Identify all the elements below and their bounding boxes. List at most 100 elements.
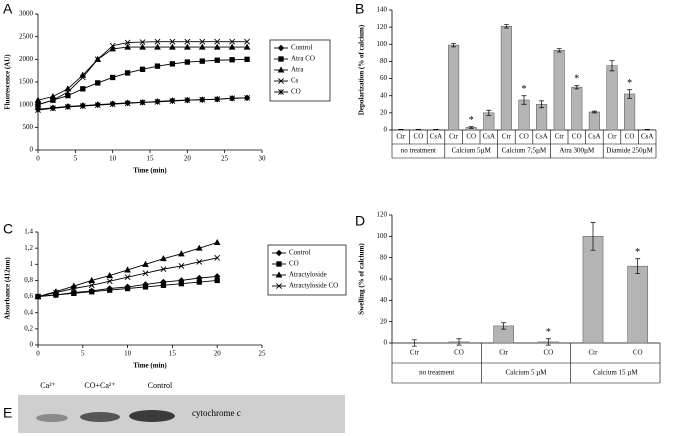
- lane-label: CO+Ca²⁺: [84, 381, 115, 390]
- legend-label: Atra CO: [291, 55, 315, 63]
- error-bar: [545, 338, 551, 346]
- point: [70, 285, 77, 292]
- blot-band: [129, 410, 175, 422]
- y-tick-label: 1: [30, 260, 34, 268]
- y-tick-label: 20: [380, 108, 388, 116]
- point: [142, 270, 149, 277]
- point: [169, 61, 176, 67]
- y-tick-label: 0: [384, 126, 388, 134]
- point: [109, 101, 116, 108]
- bar: [606, 65, 618, 131]
- error-bar: [574, 85, 580, 90]
- point: [71, 290, 77, 297]
- bar: [582, 236, 604, 344]
- point: [124, 39, 131, 46]
- error-bar: [539, 100, 545, 109]
- point: [154, 99, 161, 105]
- point: [49, 92, 57, 100]
- x-tick-label: 20: [214, 350, 222, 358]
- point: [154, 43, 161, 50]
- point: [64, 89, 71, 95]
- lane-label: Control: [148, 381, 173, 390]
- bar: [553, 49, 565, 131]
- point: [139, 66, 146, 72]
- panel-label: D: [355, 213, 365, 229]
- y-tick-label: 1,2: [24, 244, 33, 252]
- legend-marker: [278, 89, 284, 95]
- y-tick-label: 140: [377, 6, 388, 14]
- point: [110, 74, 116, 81]
- x-tick-label: CsA: [483, 133, 495, 141]
- point: [95, 80, 101, 86]
- bar: [588, 111, 600, 131]
- y-tick-label: 0: [30, 341, 34, 349]
- y-tick-label: 40: [380, 296, 388, 304]
- x-tick-label: Ctr: [499, 349, 509, 357]
- x-tick-label: CO: [466, 133, 476, 141]
- point: [169, 98, 176, 104]
- legend-label: CO: [289, 260, 299, 268]
- error-bar: [635, 258, 641, 275]
- group-label: Calcium 15 µM: [593, 369, 638, 377]
- y-tick-label: 100: [377, 232, 388, 240]
- significance: *: [522, 84, 527, 95]
- legend-marker: [276, 283, 282, 289]
- y-tick-label: 80: [380, 253, 388, 261]
- panel-label: C: [3, 221, 13, 237]
- point: [229, 38, 236, 45]
- point: [89, 289, 95, 295]
- legend-label: Cs: [291, 77, 299, 85]
- x-tick-label: CO: [625, 133, 635, 141]
- error-bar: [591, 110, 597, 114]
- x-tick-label: 10: [109, 155, 117, 163]
- point: [88, 276, 96, 283]
- legend-marker: [278, 78, 284, 84]
- y-tick-label: 40: [380, 91, 388, 99]
- point: [154, 38, 161, 45]
- legend-label: CO: [291, 88, 301, 96]
- y-tick-label: 120: [377, 211, 388, 219]
- bar: [500, 25, 512, 131]
- point: [65, 92, 71, 99]
- error-bar: [556, 48, 562, 53]
- error-bar: [456, 338, 462, 346]
- point: [50, 105, 56, 112]
- x-axis-label: Time (min): [133, 362, 167, 370]
- error-bar: [627, 89, 633, 99]
- x-tick-label: 10: [124, 350, 132, 358]
- y-tick-label: 2000: [19, 55, 34, 63]
- point: [177, 250, 185, 257]
- point: [214, 277, 220, 284]
- x-tick-label: 5: [81, 350, 85, 358]
- point: [199, 96, 206, 103]
- bar: [536, 103, 548, 131]
- x-tick-label: Ctr: [396, 133, 406, 141]
- point: [160, 255, 167, 262]
- point: [214, 96, 221, 103]
- x-tick-label: Ctr: [555, 133, 565, 141]
- point: [184, 38, 191, 45]
- point: [213, 238, 221, 246]
- point: [195, 244, 203, 251]
- y-axis-label: Absorbance (412nm): [4, 257, 12, 320]
- error-bar: [521, 95, 527, 105]
- significance: *: [627, 78, 632, 89]
- y-tick-label: 1500: [19, 78, 34, 86]
- y-tick-label: 0,4: [24, 308, 33, 316]
- point: [214, 254, 221, 261]
- point: [124, 43, 131, 50]
- legend-marker: [275, 249, 283, 257]
- y-tick-label: 60: [380, 74, 388, 82]
- x-tick-label: 25: [221, 155, 229, 163]
- point: [198, 43, 206, 50]
- point: [107, 287, 113, 293]
- point: [139, 43, 146, 50]
- panel-label: E: [3, 405, 12, 421]
- point: [229, 95, 236, 102]
- error-bar: [486, 109, 492, 116]
- group-label: Diamide 250µM: [606, 147, 653, 155]
- x-tick-label: CO: [572, 133, 582, 141]
- group-label: Calcium 7,5µM: [502, 147, 547, 155]
- point: [214, 57, 220, 63]
